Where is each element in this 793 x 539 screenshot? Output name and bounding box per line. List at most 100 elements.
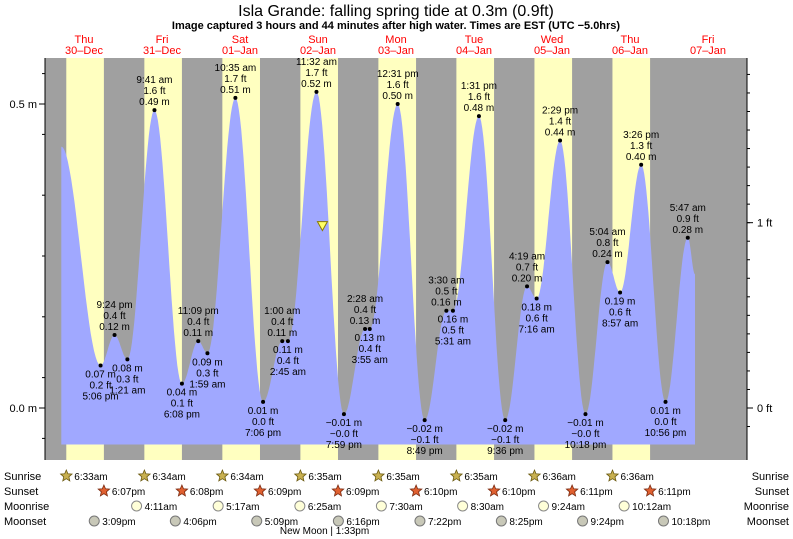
tide-point	[367, 326, 372, 331]
tide-metre-label: 0.20 m	[512, 273, 543, 284]
sunset-time: 6:11pm	[580, 487, 613, 498]
sunrise-time: 6:36am	[542, 472, 575, 483]
day-name-label: Thu	[621, 34, 640, 46]
sunset-time: 6:10pm	[502, 487, 535, 498]
day-date-label: 30–Dec	[65, 45, 103, 57]
tide-point	[422, 418, 427, 423]
tide-point	[618, 290, 623, 295]
moonrise-time: 9:24am	[552, 502, 585, 513]
tide-time-label: 5:06 pm	[83, 391, 119, 402]
tide-feet-label: 0.3 ft	[196, 368, 218, 379]
tide-feet-label: 0.2 ft	[89, 380, 111, 391]
tide-metre-label: 0.44 m	[545, 127, 576, 138]
tide-time-label: 2:29 pm	[542, 105, 578, 116]
sunset-icon	[97, 483, 111, 497]
sunrise-time: 6:35am	[464, 472, 497, 483]
moonset-icon	[414, 515, 426, 527]
tide-metre-label: −0.01 m	[567, 418, 603, 429]
tide-metre-label: 0.50 m	[382, 91, 413, 102]
right-tick-label: 1 ft	[757, 218, 772, 230]
tide-point	[444, 308, 449, 313]
tide-time-label: 11:32 am	[296, 57, 337, 68]
tide-feet-label: 1.3 ft	[630, 141, 652, 152]
moonrise-icon	[618, 500, 630, 512]
tide-metre-label: 0.19 m	[605, 296, 636, 307]
tide-feet-label: 0.6 ft	[609, 307, 631, 318]
day-date-label: 31–Dec	[143, 45, 181, 57]
moonrise-icon	[294, 500, 306, 512]
tide-feet-label: 1.4 ft	[549, 116, 571, 127]
tide-time-label: 1:31 pm	[461, 81, 497, 92]
tide-time-label: 5:47 am	[670, 203, 706, 214]
moonset-time: 3:09pm	[102, 517, 135, 528]
day-name-label: Sun	[308, 34, 328, 46]
day-name-label: Wed	[541, 34, 563, 46]
day-date-label: 03–Jan	[378, 45, 414, 57]
sunset-time: 6:11pm	[658, 487, 691, 498]
chart-title: Isla Grande: falling spring tide at 0.3m…	[238, 3, 554, 20]
moonset-time: 5:09pm	[265, 517, 298, 528]
tide-point	[98, 363, 103, 368]
tide-time-label: 2:45 am	[270, 367, 306, 378]
tide-metre-label: 0.52 m	[301, 79, 332, 90]
sunrise-icon	[137, 468, 152, 482]
sunset-icon	[409, 483, 423, 497]
tide-point	[663, 399, 668, 404]
tide-point	[583, 412, 588, 417]
astro-row-label-left: Moonrise	[4, 501, 49, 513]
tide-time-label: 3:55 am	[352, 355, 388, 366]
tide-feet-label: 0.4 ft	[354, 305, 376, 316]
astro-row-label-right: Sunset	[755, 486, 789, 498]
astro-row-label-right: Sunrise	[752, 471, 789, 483]
moonset-time: 8:25pm	[509, 517, 542, 528]
tide-feet-label: −0.1 ft	[411, 435, 439, 446]
moonrise-time: 5:17am	[226, 502, 259, 513]
moonset-time: 10:18pm	[671, 517, 710, 528]
tide-time-label: 8:49 pm	[407, 446, 443, 457]
moonset-icon	[332, 515, 344, 527]
tide-point	[261, 399, 266, 404]
tide-point	[179, 381, 184, 386]
tide-metre-label: 0.40 m	[626, 152, 657, 163]
astro-row-label-right: Moonrise	[744, 501, 789, 513]
sunrise-icon	[449, 468, 464, 482]
tide-metre-label: −0.02 m	[487, 424, 523, 435]
tide-point	[363, 326, 368, 331]
moonrise-icon	[212, 500, 224, 512]
sunrise-icon	[59, 468, 73, 482]
tide-metre-label: 0.28 m	[672, 225, 703, 236]
tide-time-label: 7:06 pm	[245, 428, 281, 439]
tide-point	[476, 114, 481, 119]
tide-feet-label: 0.4 ft	[359, 344, 381, 355]
sunset-icon	[253, 483, 267, 497]
tide-point	[285, 339, 290, 344]
sunrise-time: 6:35am	[308, 472, 341, 483]
tide-feet-label: 0.1 ft	[171, 399, 193, 410]
tide-time-label: 10:56 pm	[645, 428, 687, 439]
tide-feet-label: 1.6 ft	[143, 86, 165, 97]
day-labels: Thu30–DecFri31–DecSat01–JanSun02–JanMon0…	[65, 34, 726, 57]
tide-feet-label: 1.7 ft	[224, 74, 246, 85]
chart-subtitle: Image captured 3 hours and 44 minutes af…	[172, 20, 621, 32]
tide-time-label: 1:59 am	[189, 379, 225, 390]
tide-time-label: 4:19 am	[509, 251, 545, 262]
tide-feet-label: 1.7 ft	[305, 68, 327, 79]
sunrise-time: 6:36am	[620, 472, 653, 483]
tide-metre-label: 0.13 m	[354, 333, 385, 344]
tide-metre-label: 0.49 m	[139, 97, 170, 108]
tide-metre-label: −0.01 m	[326, 418, 362, 429]
moonset-icon	[251, 515, 263, 527]
day-name-label: Sat	[232, 34, 249, 46]
tide-feet-label: 1.6 ft	[468, 92, 490, 103]
left-tick-label: 0.0 m	[9, 403, 37, 415]
tide-feet-label: 0.7 ft	[516, 262, 538, 273]
day-name-label: Fri	[156, 34, 169, 46]
sunset-icon	[643, 483, 657, 497]
moonset-icon	[88, 515, 100, 527]
sunset-time: 6:09pm	[346, 487, 379, 498]
moonrise-time: 8:30am	[471, 502, 504, 513]
day-date-label: 05–Jan	[534, 45, 570, 57]
tide-point	[112, 333, 117, 338]
tide-metre-label: 0.11 m	[267, 328, 297, 339]
day-name-label: Tue	[465, 34, 484, 46]
